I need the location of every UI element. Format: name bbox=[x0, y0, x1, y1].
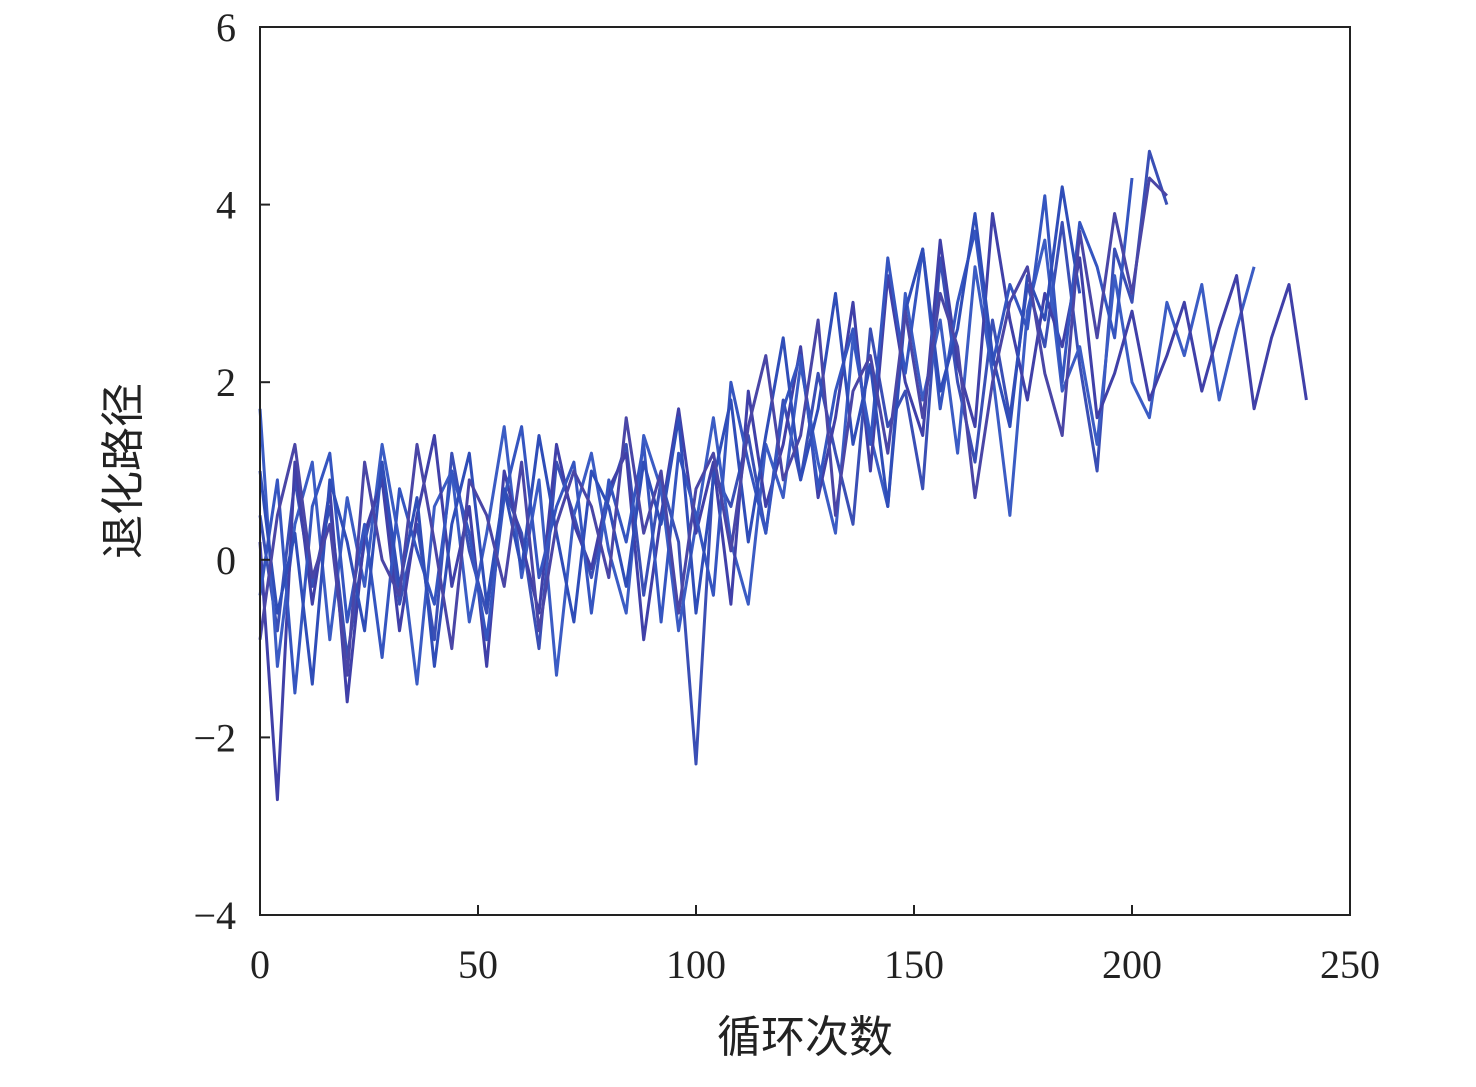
plot-frame bbox=[259, 26, 1351, 916]
y-tick-label: 2 bbox=[216, 360, 236, 405]
series-line bbox=[258, 212, 1308, 802]
x-tick-label: 50 bbox=[458, 942, 498, 987]
y-tick-label: 4 bbox=[216, 183, 236, 228]
x-tick-label: 0 bbox=[250, 942, 270, 987]
x-axis-label: 循环次数 bbox=[717, 1013, 893, 1062]
x-tick-label: 100 bbox=[666, 942, 726, 987]
y-tick-label: −4 bbox=[193, 893, 236, 938]
x-tick-label: 150 bbox=[884, 942, 944, 987]
x-tick-label: 250 bbox=[1320, 942, 1380, 987]
y-axis-label: 退化路径 bbox=[99, 383, 148, 559]
series-line bbox=[258, 176, 1168, 677]
y-tick-label: −2 bbox=[193, 715, 236, 760]
x-tick-label: 200 bbox=[1102, 942, 1162, 987]
series-line bbox=[258, 185, 1082, 686]
series-line bbox=[258, 238, 1256, 686]
y-tick-label: 6 bbox=[216, 5, 236, 50]
y-tick-label: 0 bbox=[216, 538, 236, 583]
